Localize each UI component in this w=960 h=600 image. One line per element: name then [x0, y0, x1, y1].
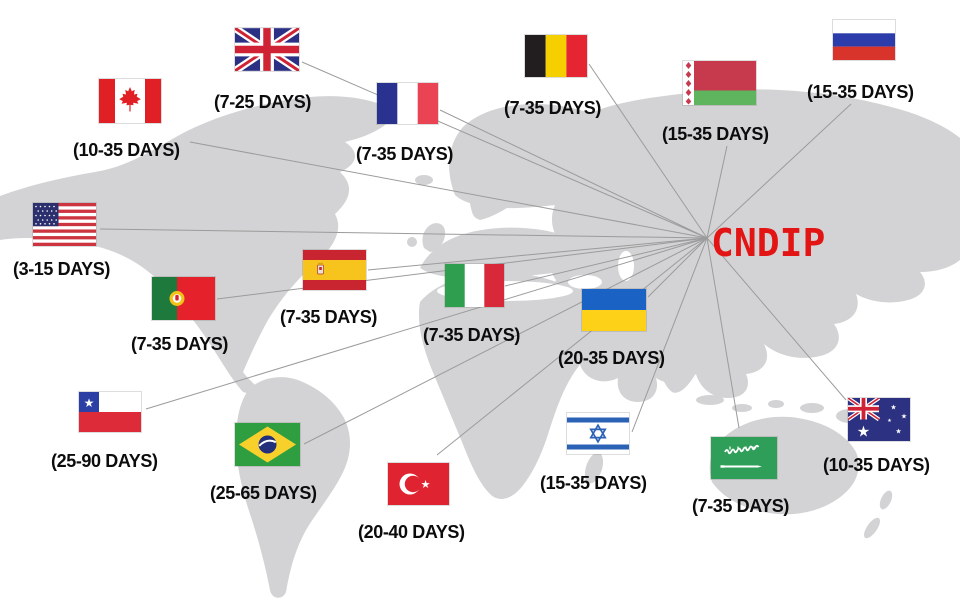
svg-text:★: ★	[887, 418, 892, 424]
flag-israel-icon	[567, 413, 629, 454]
svg-text:★: ★	[895, 428, 901, 436]
svg-text:★: ★	[421, 478, 431, 491]
shipping-days-saudi-arabia: (7-35 DAYS)	[692, 496, 789, 516]
flag-france-icon	[377, 83, 438, 124]
shipping-days-usa: (3-15 DAYS)	[13, 259, 110, 279]
flag-russia-icon	[833, 20, 895, 60]
flag-italy-icon	[445, 264, 504, 307]
flag-saudi-arabia-icon	[711, 437, 777, 479]
svg-text:★: ★	[84, 396, 95, 410]
flag-australia-icon: ★ ★ ★ ★ ★	[848, 398, 910, 441]
flag-uk-icon	[235, 28, 299, 71]
flag-spain-icon	[303, 250, 366, 290]
shipping-days-spain: (7-35 DAYS)	[280, 307, 377, 327]
shipping-days-israel: (15-35 DAYS)	[540, 473, 647, 493]
shipping-days-chile: (25-90 DAYS)	[51, 451, 158, 471]
shipping-days-belgium: (7-35 DAYS)	[504, 98, 601, 118]
flag-brazil-icon	[235, 423, 300, 466]
shipping-days-portugal: (7-35 DAYS)	[131, 334, 228, 354]
flag-portugal-icon	[152, 277, 215, 320]
shipping-days-canada: (10-35 DAYS)	[73, 140, 180, 160]
shipping-days-australia: (10-35 DAYS)	[823, 455, 930, 475]
flag-turkey-icon: ★	[388, 463, 449, 505]
brand-label: CNDIP	[711, 221, 826, 265]
shipping-days-belarus: (15-35 DAYS)	[662, 124, 769, 144]
svg-text:★: ★	[857, 423, 870, 441]
flag-belgium-icon	[525, 35, 587, 77]
flag-belarus-icon	[683, 61, 756, 105]
svg-text:★: ★	[890, 404, 896, 412]
flag-ukraine-icon	[582, 289, 646, 331]
flag-usa-icon	[33, 203, 96, 246]
svg-text:★: ★	[901, 413, 907, 421]
shipping-days-brazil: (25-65 DAYS)	[210, 483, 317, 503]
shipping-days-france: (7-35 DAYS)	[356, 144, 453, 164]
shipping-days-ukraine: (20-35 DAYS)	[558, 348, 665, 368]
shipping-days-turkey: (20-40 DAYS)	[358, 522, 465, 542]
flag-chile-icon: ★	[79, 392, 141, 432]
shipping-days-italy: (7-35 DAYS)	[423, 325, 520, 345]
flag-canada-icon	[99, 79, 161, 123]
shipping-days-russia: (15-35 DAYS)	[807, 82, 914, 102]
shipping-days-uk: (7-25 DAYS)	[214, 92, 311, 112]
